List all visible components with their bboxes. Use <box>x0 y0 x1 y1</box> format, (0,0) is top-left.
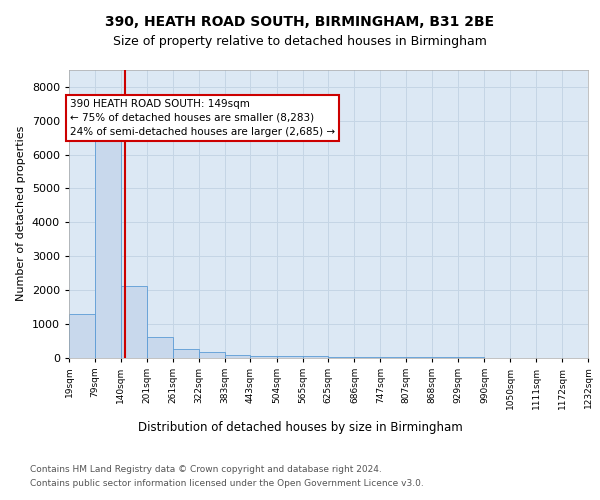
Bar <box>225 355 250 358</box>
Text: Distribution of detached houses by size in Birmingham: Distribution of detached houses by size … <box>137 421 463 434</box>
Text: 390 HEATH ROAD SOUTH: 149sqm
← 75% of detached houses are smaller (8,283)
24% of: 390 HEATH ROAD SOUTH: 149sqm ← 75% of de… <box>70 99 335 137</box>
Bar <box>302 356 328 358</box>
Bar <box>277 356 302 358</box>
Bar <box>69 314 95 358</box>
Bar <box>121 286 147 358</box>
Text: Size of property relative to detached houses in Birmingham: Size of property relative to detached ho… <box>113 34 487 48</box>
Bar <box>147 337 173 357</box>
Y-axis label: Number of detached properties: Number of detached properties <box>16 126 26 302</box>
Bar <box>328 357 355 358</box>
Bar <box>250 356 277 358</box>
Text: Contains public sector information licensed under the Open Government Licence v3: Contains public sector information licen… <box>30 480 424 488</box>
Bar <box>199 352 225 358</box>
Bar <box>95 134 121 358</box>
Text: 390, HEATH ROAD SOUTH, BIRMINGHAM, B31 2BE: 390, HEATH ROAD SOUTH, BIRMINGHAM, B31 2… <box>106 16 494 30</box>
Bar <box>173 349 199 358</box>
Text: Contains HM Land Registry data © Crown copyright and database right 2024.: Contains HM Land Registry data © Crown c… <box>30 464 382 473</box>
